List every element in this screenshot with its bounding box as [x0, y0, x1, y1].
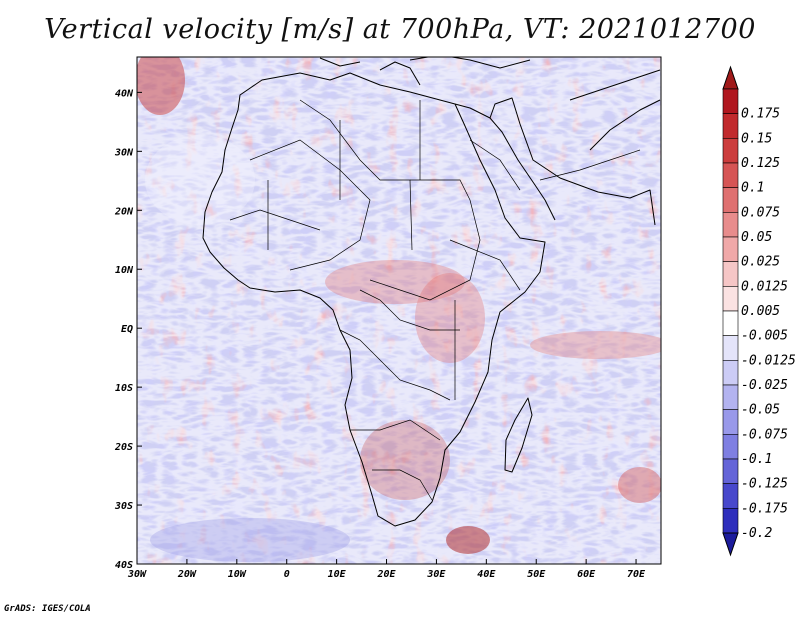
colorbar-bottom-arrow [722, 532, 739, 557]
colorbar-label: -0.125 [741, 477, 788, 492]
axis-labels: 30W 20W 10W 0 10E 20E 30E 40E 50E 60E 70E 40N 30N 20N… [114, 88, 646, 580]
colorbar-label: 0.125 [741, 156, 780, 171]
colorbar-label: 0.15 [741, 131, 772, 146]
grads-credit: GrADS: IGES/COLA [4, 604, 91, 614]
lon-tick-label: 10W [228, 569, 247, 580]
colorbar-swatch [722, 335, 739, 361]
colorbar-swatch [722, 360, 739, 386]
field-layer [137, 57, 661, 564]
lat-tick-label: EQ [121, 324, 133, 335]
lon-tick-label: 30E [426, 569, 446, 580]
colorbar-label: 0.1 [741, 181, 764, 196]
lat-tick-label: 10S [115, 383, 133, 394]
colorbar-label: 0.175 [741, 107, 780, 122]
colorbar-label: 0.05 [741, 230, 772, 245]
colorbar-label: 0.075 [741, 205, 780, 220]
colorbar-label: -0.1 [741, 452, 772, 467]
colorbar-label: -0.075 [741, 427, 788, 442]
lon-tick-label: 50E [527, 569, 546, 580]
colorbar-swatch [722, 162, 739, 188]
colorbar-swatch [722, 113, 739, 139]
colorbar-swatch [722, 286, 739, 312]
lon-tick-label: 30W [127, 569, 147, 580]
border-layer [229, 99, 641, 501]
colorbar-swatch [722, 187, 739, 213]
colorbar-swatch [722, 138, 739, 164]
map-title: Vertical velocity [m/s] at 700hPa, VT: 2… [44, 14, 756, 45]
colorbar-swatch [722, 434, 739, 460]
colorbar: 0.175 0.15 0.125 0.1 0.075 0.05 0.025 0.0125 0.0… [722, 65, 796, 557]
colorbar-label: 0.005 [741, 304, 780, 319]
lon-tick-label: 60E [577, 569, 596, 580]
axis-ticks [136, 91, 637, 565]
lat-tick-label: 40N [115, 88, 134, 99]
lon-tick-label: 70E [627, 569, 646, 580]
lat-tick-label: 40S [115, 560, 133, 571]
lon-tick-label: 0 [284, 569, 290, 580]
lon-tick-label: 10E [328, 569, 347, 580]
colorbar-swatch [722, 483, 739, 509]
lon-tick-label: 20W [177, 569, 197, 580]
colorbar-label: 0.0125 [741, 279, 788, 294]
colorbar-label: -0.0125 [741, 353, 796, 368]
colorbar-label: 0.025 [741, 255, 780, 270]
colorbar-swatch [722, 261, 739, 287]
coastline-layer [202, 57, 661, 527]
colorbar-label: -0.05 [741, 403, 780, 418]
colorbar-swatch [722, 236, 739, 262]
colorbar-label: -0.025 [741, 378, 788, 393]
lon-tick-label: 20E [376, 569, 396, 580]
lat-tick-label: 30N [114, 147, 134, 158]
colorbar-label: -0.175 [741, 501, 788, 516]
lat-tick-label: 10N [115, 265, 134, 276]
colorbar-swatch [722, 508, 739, 534]
colorbar-swatch [722, 310, 739, 336]
colorbar-swatch [722, 458, 739, 484]
colorbar-label: -0.005 [741, 329, 788, 344]
lat-tick-label: 20S [114, 442, 133, 453]
lon-tick-label: 40E [477, 569, 496, 580]
colorbar-label: -0.2 [741, 526, 772, 541]
colorbar-swatch [722, 88, 739, 114]
colorbar-swatch [722, 384, 739, 410]
colorbar-top-arrow [722, 65, 739, 90]
lat-tick-label: 30S [114, 501, 133, 512]
plot-frame [136, 56, 662, 565]
colorbar-swatch [722, 409, 739, 435]
colorbar-swatch [722, 212, 739, 238]
lat-tick-label: 20N [114, 206, 134, 217]
